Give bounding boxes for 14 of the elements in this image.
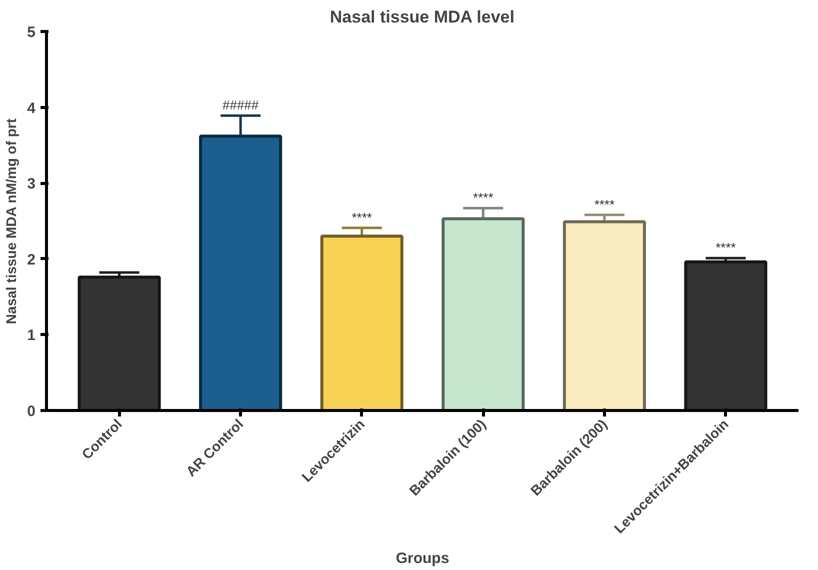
x-axis-title: Groups (396, 550, 450, 568)
y-tick-label: 1 (27, 327, 36, 344)
annotation: **** (594, 196, 615, 212)
annotation: **** (352, 210, 372, 225)
y-tick-label: 3 (27, 176, 36, 193)
annotation: **** (716, 240, 736, 256)
y-tick-label: 2 (27, 251, 36, 268)
chart-title: Nasal tissue MDA level (330, 8, 514, 26)
y-tick-label: 5 (27, 24, 36, 41)
annotation: **** (473, 190, 494, 206)
y-tick-label: 0 (27, 403, 36, 420)
y-tick-label: 4 (27, 100, 36, 117)
annotation: ##### (222, 98, 260, 113)
y-axis-title: Nasal tissue MDA nM/mg of prt (3, 118, 20, 324)
